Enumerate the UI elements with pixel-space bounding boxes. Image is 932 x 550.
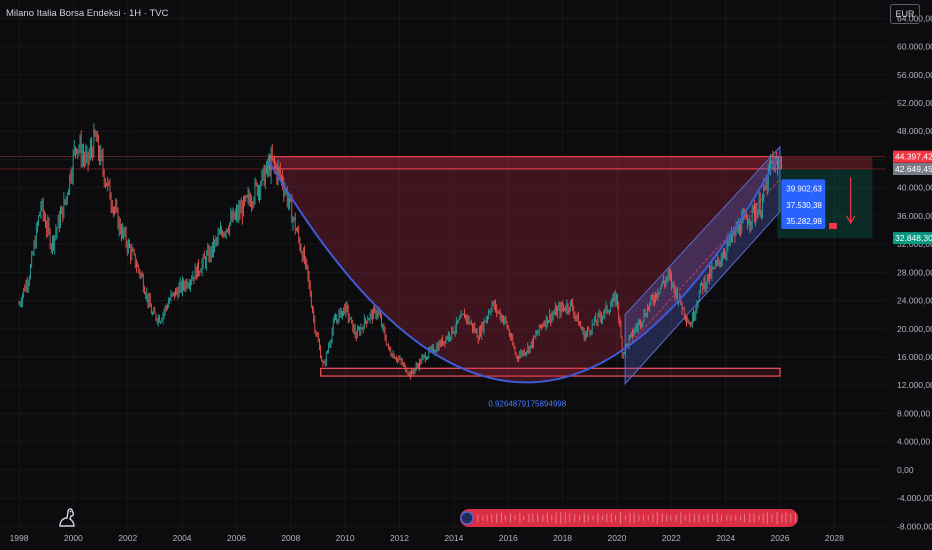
price-tick-label: 36.000,00 [897, 211, 932, 221]
replay-ticks [477, 512, 796, 524]
time-tick-label: 2016 [499, 533, 518, 543]
price-tick-label: 28.000,00 [897, 267, 932, 277]
target-label: 35.282,98 [786, 217, 822, 226]
replay-timeline[interactable] [460, 509, 798, 527]
price-tick-label: -8.000,00 [897, 521, 932, 531]
dino-logo-icon [59, 508, 75, 527]
chart-title: Milano Italia Borsa Endeksi · 1H · TVC [6, 8, 169, 19]
price-tag [893, 162, 932, 175]
price-tag-label: 32.848,30 [895, 233, 932, 243]
price-tick-label: 12.000,00 [897, 380, 932, 390]
price-tick-label: 0,00 [897, 465, 914, 475]
support-zone [320, 367, 781, 377]
price-tick-label: 4.000,00 [897, 437, 930, 447]
rising-channel [624, 145, 781, 386]
currency-button[interactable]: EUR [890, 4, 920, 24]
time-tick-label: 2012 [390, 533, 409, 543]
time-tick-label: 2022 [662, 533, 681, 543]
target-label: 39.902,63 [786, 184, 822, 193]
price-tag-label: 42.649,45 [895, 164, 932, 174]
price-tick-label: 8.000,00 [897, 408, 930, 418]
time-tick-label: 2026 [771, 533, 790, 543]
replay-handle-icon[interactable] [460, 511, 474, 525]
time-tick-label: 2000 [64, 533, 83, 543]
cup-value-label: 0.9264879175894998 [488, 399, 566, 408]
price-tick-label: 40.000,00 [897, 183, 932, 193]
time-tick-label: 2010 [336, 533, 355, 543]
price-tick-label: -4.000,00 [897, 493, 932, 503]
price-tag [893, 232, 932, 245]
target-labels-box [781, 179, 826, 229]
time-tick-label: 2008 [281, 533, 300, 543]
time-tick-label: 2002 [118, 533, 137, 543]
time-tick-label: 2018 [553, 533, 572, 543]
price-tick-label: 64.000,00 [897, 13, 932, 23]
time-tick-label: 2020 [607, 533, 626, 543]
price-tick-label: 52.000,00 [897, 98, 932, 108]
price-tick-label: 16.000,00 [897, 352, 932, 362]
price-tick-label: 48.000,00 [897, 126, 932, 136]
time-tick-label: 2004 [173, 533, 192, 543]
marker-flag-icon [828, 222, 837, 229]
time-axis[interactable]: 1998 2000 2002 2004 2006 2008 2010 2012 2014 2016… [10, 533, 845, 543]
time-tick-label: 2024 [716, 533, 735, 543]
time-tick-label: 2014 [444, 533, 463, 543]
price-tag [893, 150, 932, 163]
time-tick-label: 2006 [227, 533, 246, 543]
price-tick-label: 20.000,00 [897, 324, 932, 334]
cup-arc [268, 157, 779, 384]
time-tick-label: 1998 [10, 533, 29, 543]
grid [0, 0, 886, 532]
price-tick-label: 24.000,00 [897, 296, 932, 306]
candles [18, 123, 780, 380]
pattern-overlay: 0.9264879175894998 39.902,63 37.530,38 35.2… [268, 157, 856, 408]
cup-fill [269, 156, 778, 383]
replay-track[interactable] [460, 509, 798, 527]
price-tick-label: 60.000,00 [897, 42, 932, 52]
price-tick-label: 56.000,00 [897, 70, 932, 80]
time-tick-label: 2028 [825, 533, 844, 543]
stop-zone [777, 156, 873, 169]
price-axis[interactable]: 64.000,00 60.000,00 56.000,00 52.000,00 48.0… [897, 13, 932, 531]
price-tag-label: 44.397,42 [895, 152, 932, 162]
down-arrow-head-icon [846, 215, 856, 225]
target-label: 37.530,38 [786, 201, 822, 210]
